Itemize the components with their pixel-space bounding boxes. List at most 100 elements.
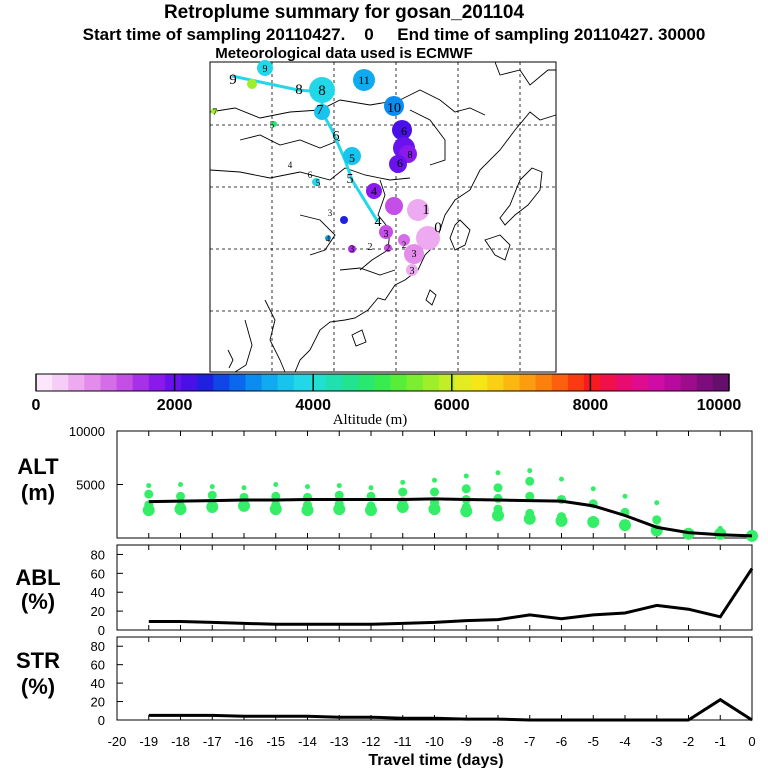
altitude-point (207, 490, 217, 500)
altitude-point (555, 514, 568, 527)
colorbar-swatch (616, 374, 633, 391)
y-tick-label: 80 (91, 547, 105, 562)
colorbar-swatch (245, 374, 263, 391)
plume-label: 6 (333, 129, 340, 144)
plume-label: 4 (326, 234, 331, 244)
x-tick-label: -19 (139, 734, 158, 749)
plume-label: 7 (213, 107, 218, 117)
altitude-point (336, 483, 342, 489)
colorbar-swatch (567, 374, 585, 391)
x-tick-label: -15 (266, 734, 285, 749)
colorbar-swatch (52, 374, 69, 391)
plume-marker (366, 183, 382, 199)
x-tick-label: -18 (171, 734, 190, 749)
altitude-point (493, 493, 503, 503)
colorbar-swatch (487, 374, 504, 391)
panel-title: ALT (17, 454, 59, 479)
plume-label: 2 (368, 242, 373, 253)
plume-marker (314, 104, 330, 120)
colorbar-swatch (100, 374, 118, 391)
altitude-point (174, 503, 187, 516)
altitude-point (652, 515, 662, 525)
plume-path (231, 74, 380, 223)
plume-label: 8 (318, 83, 326, 99)
colorbar-label: Altitude (m) (333, 412, 408, 428)
plume-marker (407, 199, 429, 221)
colorbar-tick-label: 4000 (295, 397, 331, 414)
altitude-point (430, 487, 439, 497)
series-line-str (148, 697, 753, 722)
panel-unit: (%) (21, 674, 55, 699)
y-tick-label: 40 (91, 676, 105, 691)
plume-label: 5 (270, 120, 275, 130)
plume-label: 2 (386, 243, 391, 253)
map-frame (209, 61, 557, 373)
altitude-point (559, 476, 564, 482)
colorbar-swatch (36, 374, 53, 391)
altitude-point (432, 477, 437, 483)
colorbar-swatch (664, 374, 682, 391)
altitude-point (590, 486, 596, 492)
plume-marker (416, 226, 440, 250)
plume-label: 5 (316, 178, 321, 188)
plume-label: 9 (229, 72, 237, 88)
altitude-point (305, 484, 310, 490)
plume-marker (211, 108, 217, 114)
colorbar-swatch (342, 374, 359, 391)
colorbar-tick-label: 6000 (434, 397, 470, 414)
y-tick-label: 60 (91, 658, 105, 673)
colorbar-swatch (583, 374, 601, 391)
meteorological-data-line: Meteorological data used is ECMWF (215, 45, 473, 62)
altitude-point (365, 504, 377, 517)
plume-marker (385, 197, 403, 215)
colorbar-swatch (390, 374, 408, 391)
plume-label: 8 (295, 82, 303, 98)
panel-str: STR(%) 0 20 40 60 80 (16, 636, 753, 728)
plume-label: 4 (371, 184, 377, 198)
plume-marker (404, 244, 424, 264)
colorbar-swatch (181, 374, 198, 391)
colorbar-tick-label: 8000 (573, 397, 609, 414)
altitude-point (334, 490, 344, 500)
colorbar-swatch (471, 374, 488, 391)
plume-label: 3 (412, 249, 417, 260)
x-tick-label: -20 (108, 734, 127, 749)
panel-abl: ABL(%) 0 20 40 60 80 (15, 544, 754, 638)
colorbar-swatch (132, 374, 150, 391)
x-tick-label: -3 (651, 734, 663, 749)
plume-marker (389, 155, 407, 173)
plume-label: 0 (434, 220, 442, 236)
altitude-point (523, 512, 536, 525)
x-tick-label: -9 (460, 734, 472, 749)
panel-title: STR (16, 648, 60, 673)
altitude-point (525, 491, 535, 501)
plume-marker (340, 216, 348, 224)
series-line-alt (148, 497, 753, 538)
x-tick-label: 0 (748, 734, 755, 749)
altitude-point (396, 500, 409, 513)
colorbar-swatch (455, 374, 472, 391)
colorbar-swatch (406, 374, 424, 391)
colorbar-swatch (632, 374, 650, 391)
plume-label: 1 (422, 202, 430, 218)
plume-label: 11 (358, 73, 370, 87)
plume-marker (353, 69, 375, 91)
colorbar-swatch (84, 374, 102, 391)
plume-marker (343, 147, 361, 165)
plume-marker (325, 235, 331, 241)
colorbar-swatch (197, 374, 214, 391)
altitude-point (333, 503, 346, 516)
panel-frame (116, 636, 753, 721)
altitude-point (463, 473, 469, 479)
x-tick-label: -6 (556, 734, 568, 749)
x-tick-label: -11 (394, 734, 412, 749)
altitude-point (495, 470, 501, 476)
x-tick-label: -5 (587, 734, 599, 749)
colorbar-swatch (229, 374, 247, 391)
plume-marker (309, 77, 335, 103)
plume-marker (257, 60, 273, 76)
altitude-point (144, 489, 154, 499)
